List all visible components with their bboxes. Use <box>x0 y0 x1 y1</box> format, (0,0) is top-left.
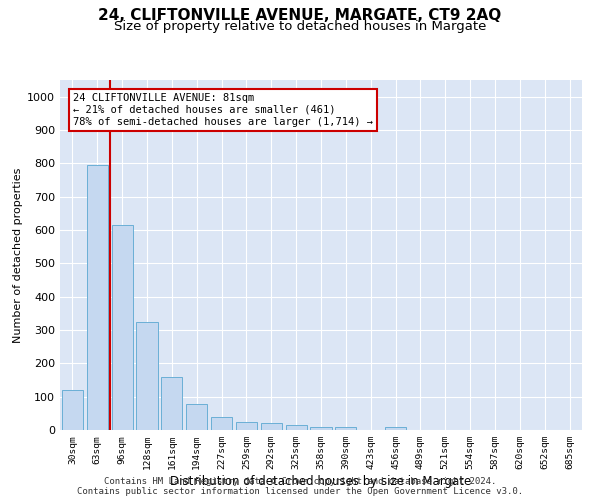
Bar <box>286 425 307 430</box>
Bar <box>261 422 282 430</box>
Text: 24, CLIFTONVILLE AVENUE, MARGATE, CT9 2AQ: 24, CLIFTONVILLE AVENUE, MARGATE, CT9 2A… <box>98 8 502 22</box>
Text: Size of property relative to detached houses in Margate: Size of property relative to detached ho… <box>114 20 486 33</box>
Bar <box>186 404 207 430</box>
Bar <box>112 225 133 430</box>
Bar <box>62 390 83 430</box>
Bar <box>335 428 356 430</box>
Text: Contains HM Land Registry data © Crown copyright and database right 2024.
Contai: Contains HM Land Registry data © Crown c… <box>77 476 523 496</box>
Bar <box>136 322 158 430</box>
Bar <box>87 165 108 430</box>
Bar <box>310 426 332 430</box>
X-axis label: Distribution of detached houses by size in Margate: Distribution of detached houses by size … <box>170 475 472 488</box>
Bar <box>161 376 182 430</box>
Text: 24 CLIFTONVILLE AVENUE: 81sqm
← 21% of detached houses are smaller (461)
78% of : 24 CLIFTONVILLE AVENUE: 81sqm ← 21% of d… <box>73 94 373 126</box>
Y-axis label: Number of detached properties: Number of detached properties <box>13 168 23 342</box>
Bar <box>211 418 232 430</box>
Bar <box>385 426 406 430</box>
Bar <box>236 422 257 430</box>
